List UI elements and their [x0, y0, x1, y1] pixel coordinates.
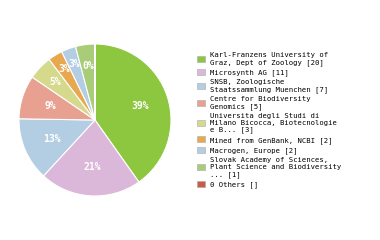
- Wedge shape: [62, 47, 95, 120]
- Text: 39%: 39%: [131, 101, 149, 111]
- Wedge shape: [19, 77, 95, 120]
- Text: 21%: 21%: [83, 162, 101, 172]
- Text: 5%: 5%: [49, 77, 61, 87]
- Legend: Karl-Franzens University of
Graz, Dept of Zoology [20], Microsynth AG [11], SNSB: Karl-Franzens University of Graz, Dept o…: [198, 52, 342, 188]
- Text: 13%: 13%: [43, 134, 60, 144]
- Wedge shape: [95, 44, 171, 182]
- Wedge shape: [76, 44, 95, 120]
- Wedge shape: [43, 120, 139, 196]
- Wedge shape: [49, 52, 95, 120]
- Wedge shape: [19, 119, 95, 176]
- Text: 0%: 0%: [82, 61, 94, 71]
- Text: 9%: 9%: [44, 101, 56, 111]
- Wedge shape: [32, 59, 95, 120]
- Text: 3%: 3%: [68, 60, 80, 69]
- Text: 3%: 3%: [58, 65, 70, 74]
